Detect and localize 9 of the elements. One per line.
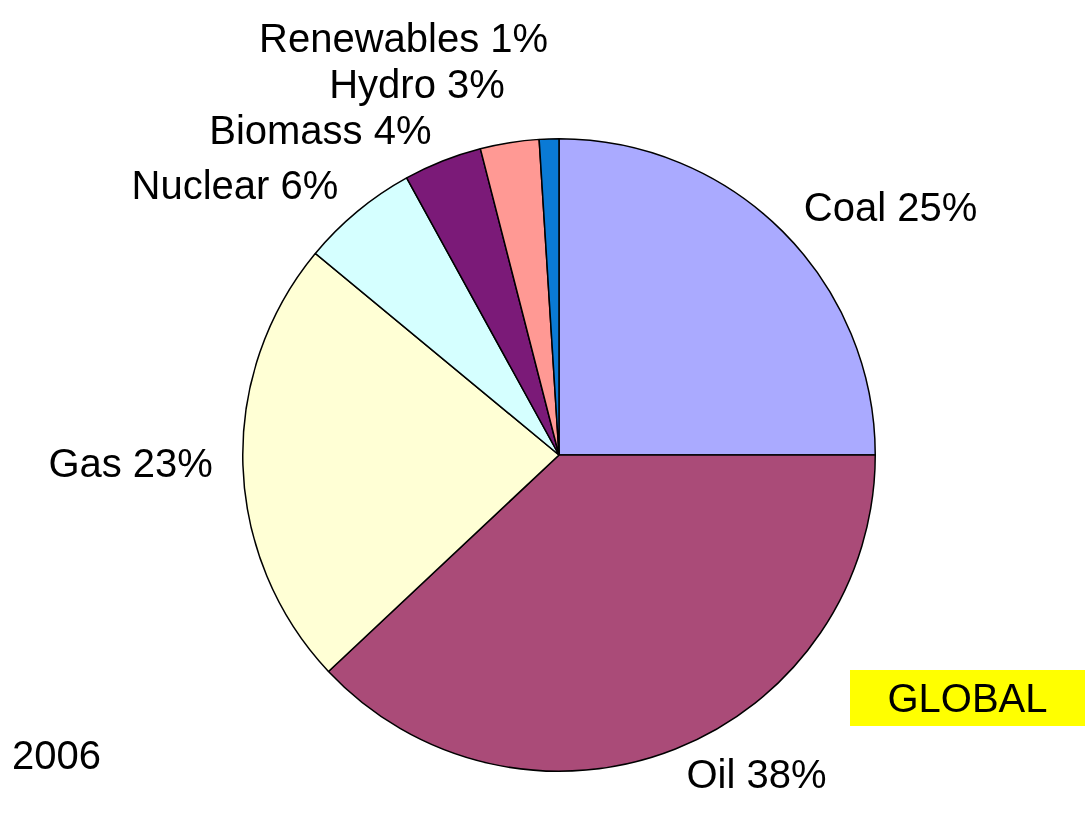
- text: GLOBAL: [850, 670, 1085, 726]
- slice-label: Hydro 3%: [329, 62, 505, 107]
- slice-label: Gas 23%: [48, 440, 213, 485]
- slice-label: Coal 25%: [803, 185, 978, 230]
- slice-label: Oil 38%: [686, 751, 827, 796]
- slice-label: Biomass 4%: [209, 108, 432, 153]
- text: 2006: [12, 732, 101, 779]
- slice-label: Nuclear 6%: [131, 163, 339, 208]
- slice-label: Renewables 1%: [259, 16, 549, 61]
